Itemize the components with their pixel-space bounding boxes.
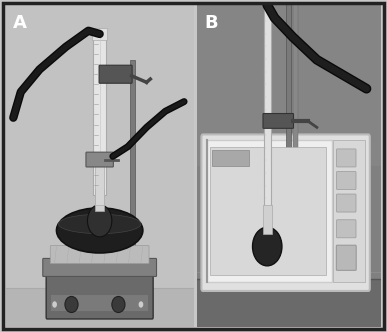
Bar xyxy=(51,295,149,311)
FancyBboxPatch shape xyxy=(263,114,293,128)
FancyBboxPatch shape xyxy=(337,149,356,167)
Bar xyxy=(293,0,298,160)
Bar xyxy=(207,140,332,282)
Bar xyxy=(130,60,135,317)
FancyBboxPatch shape xyxy=(201,134,370,291)
Ellipse shape xyxy=(139,301,143,308)
Ellipse shape xyxy=(65,296,78,312)
Bar xyxy=(197,5,381,166)
Text: B: B xyxy=(205,14,218,32)
Bar xyxy=(93,34,106,195)
FancyBboxPatch shape xyxy=(43,258,156,277)
FancyBboxPatch shape xyxy=(336,245,356,270)
Bar xyxy=(210,147,326,276)
Ellipse shape xyxy=(52,301,57,308)
Bar xyxy=(92,28,107,41)
Text: A: A xyxy=(13,14,27,32)
FancyBboxPatch shape xyxy=(337,171,356,190)
FancyBboxPatch shape xyxy=(86,152,113,167)
Ellipse shape xyxy=(112,296,125,312)
Bar xyxy=(286,0,291,166)
FancyBboxPatch shape xyxy=(337,194,356,212)
Ellipse shape xyxy=(58,214,141,234)
Bar xyxy=(95,189,104,211)
Bar xyxy=(197,279,381,327)
Bar xyxy=(95,163,104,205)
Ellipse shape xyxy=(57,208,143,253)
Bar xyxy=(263,205,272,234)
Bar xyxy=(212,150,249,166)
Ellipse shape xyxy=(87,205,112,237)
Bar xyxy=(333,140,365,282)
FancyBboxPatch shape xyxy=(337,220,356,238)
FancyBboxPatch shape xyxy=(50,246,149,264)
FancyBboxPatch shape xyxy=(46,271,153,319)
Ellipse shape xyxy=(253,227,282,266)
FancyBboxPatch shape xyxy=(99,65,132,83)
Bar xyxy=(264,0,271,211)
Bar xyxy=(6,289,194,327)
